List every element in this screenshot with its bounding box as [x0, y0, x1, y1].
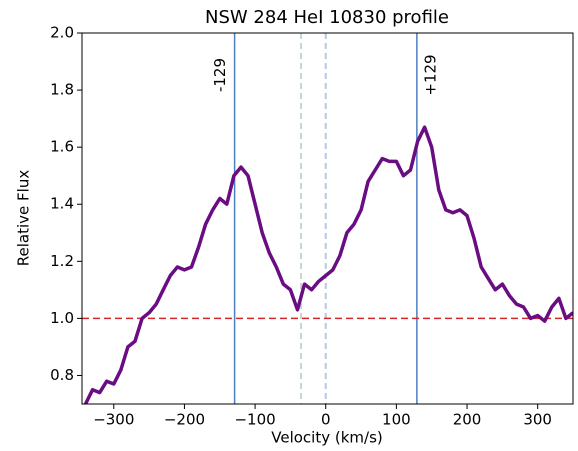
x-tick-label: 300	[523, 411, 552, 429]
y-tick-label: 1.4	[50, 195, 74, 213]
y-tick-label: 1.0	[50, 309, 74, 327]
y-axis-label: Relative Flux	[15, 170, 33, 267]
x-tick-label: −200	[164, 411, 205, 429]
plot-frame	[81, 32, 574, 405]
x-tick-label: −100	[234, 411, 275, 429]
line-annotation: -129	[211, 58, 229, 92]
line-annotation: +129	[421, 54, 439, 95]
y-tick-label: 2.0	[50, 24, 74, 42]
x-tick-label: 200	[453, 411, 482, 429]
y-tick-label: 1.8	[50, 81, 74, 99]
x-tick-label: −300	[93, 411, 134, 429]
y-tick-label: 1.2	[50, 252, 74, 270]
x-tick-label: 100	[382, 411, 411, 429]
flux-line	[83, 125, 573, 404]
y-tick-label: 0.8	[50, 366, 74, 384]
x-tick-label: 0	[321, 411, 331, 429]
y-tick-label: 1.6	[50, 138, 74, 156]
chart-title: NSW 284 HeI 10830 profile	[205, 7, 449, 28]
x-axis-label: Velocity (km/s)	[271, 429, 382, 447]
